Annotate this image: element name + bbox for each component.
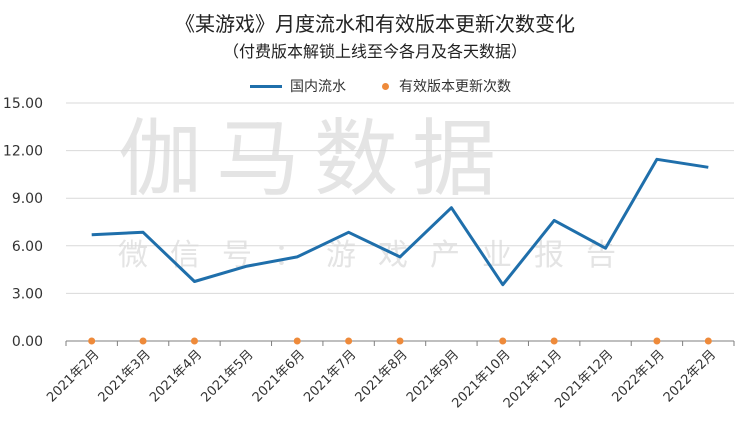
- y-tick-label: 6.00: [12, 239, 43, 255]
- y-tick-label: 15.00: [3, 96, 43, 112]
- data-point-updates: [653, 337, 661, 345]
- legend-dot-swatch: [382, 82, 389, 90]
- data-point-updates: [704, 337, 712, 345]
- x-tick-label: 2021年5月: [198, 347, 256, 405]
- x-tick-label: 2022年2月: [661, 347, 719, 405]
- series-line-revenue: [91, 157, 709, 287]
- chart-subtitle: （付费版本解锁上线至今各月及各天数据）: [222, 42, 527, 61]
- y-tick-label: 9.00: [12, 191, 43, 207]
- legend-line-swatch: [250, 84, 282, 88]
- data-point-updates: [139, 337, 147, 345]
- x-tick-label: 2021年3月: [96, 347, 154, 405]
- y-tick-label: 3.00: [12, 286, 43, 302]
- watermark-main: 伽马数据: [118, 110, 511, 208]
- y-tick-label: 12.00: [3, 144, 43, 160]
- x-tick-label: 2021年7月: [301, 347, 359, 405]
- data-point-updates: [396, 337, 404, 345]
- data-point-updates: [190, 337, 198, 345]
- data-point-updates: [550, 337, 558, 345]
- watermark-sub: 微信号：游戏产业报告: [118, 238, 638, 273]
- legend-item-revenue: 国内流水: [250, 76, 346, 96]
- data-point-updates: [293, 337, 301, 345]
- x-tick-label: 2021年6月: [250, 347, 308, 405]
- legend-label-updates: 有效版本更新次数: [399, 79, 511, 95]
- x-tick-label: 2021年2月: [44, 347, 102, 405]
- x-tick-label: 2022年1月: [610, 347, 668, 405]
- data-point-updates: [499, 337, 507, 345]
- legend-label-revenue: 国内流水: [290, 79, 346, 95]
- data-point-updates: [88, 337, 96, 345]
- x-tick-label: 2021年4月: [147, 347, 205, 405]
- data-point-updates: [345, 337, 353, 345]
- chart-title: 《某游戏》月度流水和有效版本更新次数变化: [175, 12, 575, 36]
- y-tick-label: 0.00: [12, 334, 43, 350]
- x-tick-label: 2021年8月: [353, 347, 411, 405]
- legend-item-updates: 有效版本更新次数: [382, 76, 511, 96]
- legend: 国内流水 有效版本更新次数: [250, 76, 547, 96]
